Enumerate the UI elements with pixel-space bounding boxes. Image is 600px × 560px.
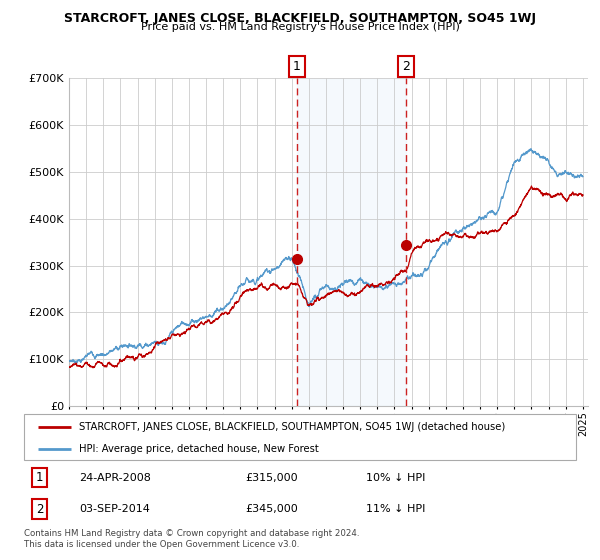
Text: STARCROFT, JANES CLOSE, BLACKFIELD, SOUTHAMPTON, SO45 1WJ (detached house): STARCROFT, JANES CLOSE, BLACKFIELD, SOUT…: [79, 422, 505, 432]
Text: 03-SEP-2014: 03-SEP-2014: [79, 504, 150, 514]
Text: 1: 1: [36, 471, 43, 484]
Text: HPI: Average price, detached house, New Forest: HPI: Average price, detached house, New …: [79, 444, 319, 454]
Text: 11% ↓ HPI: 11% ↓ HPI: [366, 504, 425, 514]
Text: 10% ↓ HPI: 10% ↓ HPI: [366, 473, 425, 483]
Bar: [297, 78, 406, 406]
Text: £315,000: £315,000: [245, 473, 298, 483]
Text: 1: 1: [293, 60, 301, 73]
FancyBboxPatch shape: [24, 414, 576, 460]
Text: 2: 2: [402, 60, 410, 73]
Text: STARCROFT, JANES CLOSE, BLACKFIELD, SOUTHAMPTON, SO45 1WJ: STARCROFT, JANES CLOSE, BLACKFIELD, SOUT…: [64, 12, 536, 25]
Text: Price paid vs. HM Land Registry's House Price Index (HPI): Price paid vs. HM Land Registry's House …: [140, 22, 460, 32]
Text: 2: 2: [36, 502, 43, 516]
Text: £345,000: £345,000: [245, 504, 298, 514]
Text: 24-APR-2008: 24-APR-2008: [79, 473, 151, 483]
Text: Contains HM Land Registry data © Crown copyright and database right 2024.
This d: Contains HM Land Registry data © Crown c…: [24, 529, 359, 549]
